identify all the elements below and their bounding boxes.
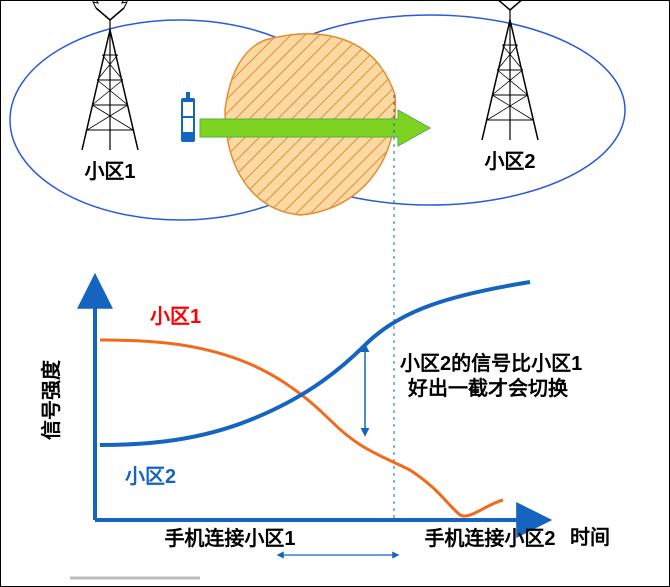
annotation-line2: 好出一截才会切换 xyxy=(407,376,569,400)
tower-cell2 xyxy=(482,0,538,140)
y-axis-label: 信号强度 xyxy=(39,359,63,440)
phone-icon xyxy=(181,92,195,142)
phase-left-label: 手机连接小区1 xyxy=(164,526,295,550)
cell1-legend: 小区1 xyxy=(150,305,201,328)
cell2-legend: 小区2 xyxy=(125,465,176,488)
x-axis-label: 时间 xyxy=(570,526,610,549)
phase-right-label: 手机连接小区2 xyxy=(424,526,555,550)
annotation-line1: 小区2的信号比小区1 xyxy=(400,351,582,375)
cell1-label: 小区1 xyxy=(84,160,135,183)
cell2-label: 小区2 xyxy=(484,150,535,173)
tower-cell1 xyxy=(82,0,138,150)
